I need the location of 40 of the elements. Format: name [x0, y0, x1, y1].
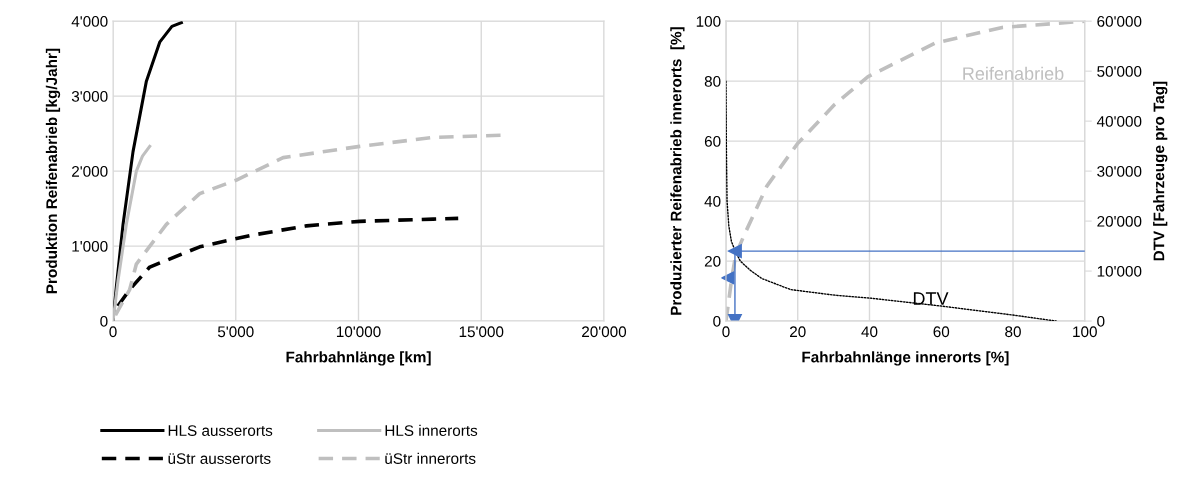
y-tick-label: 0	[100, 315, 108, 327]
y-tick-label: 2'000	[72, 165, 108, 177]
y2-tick-label: 10'000	[1097, 265, 1142, 277]
x-tick-label: 80	[1005, 326, 1021, 338]
legend-label: HLS innerorts	[385, 424, 478, 436]
y-tick-label: 0	[713, 315, 721, 327]
y-tick-label: 4'000	[71, 16, 108, 27]
annotation: DTV	[913, 292, 949, 305]
x-tick-label: 20'000	[582, 326, 627, 338]
x-axis-title: Fahrbahnlänge [km]	[286, 351, 431, 366]
y2-tick-label: 30'000	[1097, 165, 1142, 177]
annotation: Reifenabrieb	[963, 66, 1064, 80]
x-axis-title: Fahrbahnlänge innerorts [%]	[802, 351, 1009, 366]
y-tick-label: 20	[704, 255, 721, 267]
legend-label: HLS ausserorts	[168, 425, 273, 436]
x-tick-label: 20	[790, 326, 806, 338]
x-tick-label: 60	[933, 326, 950, 338]
y2-axis-title: DTV [Fahrzeuge pro Tag]	[1153, 81, 1168, 261]
x-tick-label: 5'000	[217, 326, 254, 338]
y2-tick-label: 0	[1097, 315, 1105, 327]
y-axis-title: Produzierter Reifenabrieb innerorts [%]	[670, 27, 685, 315]
x-tick-label: 100	[1073, 326, 1097, 338]
x-tick-label: 0	[722, 326, 730, 338]
y2-tick-label: 60'000	[1097, 16, 1142, 27]
y2-tick-label: 20'000	[1097, 215, 1142, 227]
y2-tick-label: 50'000	[1097, 66, 1142, 77]
y-tick-label: 80	[704, 76, 721, 87]
x-tick-label: 15'000	[459, 326, 504, 338]
y-tick-label: 3'000	[71, 91, 108, 102]
y-tick-label: 40	[704, 195, 721, 207]
x-tick-label: 10'000	[336, 326, 381, 338]
x-tick-label: 40	[861, 326, 878, 338]
y2-tick-label: 40'000	[1096, 116, 1142, 127]
y-tick-label: 100	[696, 16, 721, 27]
legend-label: üStr innerorts	[385, 452, 476, 464]
y-axis-title: Produktion Reifenabrieb [kg/Jahr]	[45, 48, 61, 294]
legend-label: üStr ausserorts	[168, 453, 271, 464]
x-tick-label: 0	[109, 326, 117, 338]
y-tick-label: 60	[704, 135, 721, 147]
y-tick-label: 1'000	[72, 240, 108, 252]
